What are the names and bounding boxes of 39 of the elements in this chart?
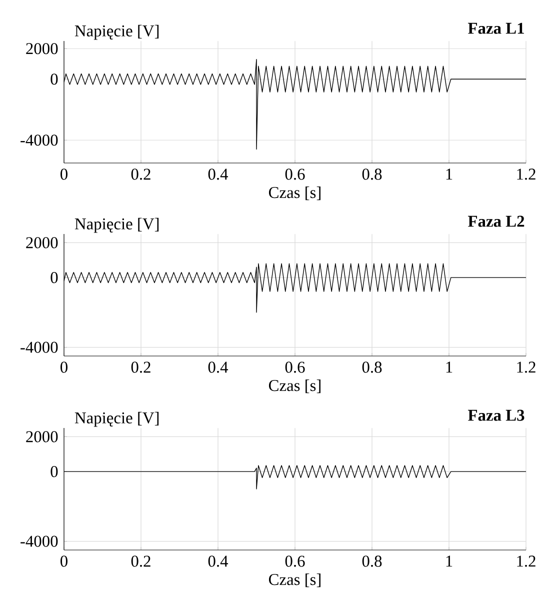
x-tick-label: 0 bbox=[60, 168, 68, 180]
x-tick-label: 0.8 bbox=[362, 362, 382, 373]
x-tick-label: 0 bbox=[60, 362, 68, 373]
y-axis-title: Napięcie [V] bbox=[74, 412, 159, 427]
y-tick-label: 2000 bbox=[26, 431, 58, 442]
x-tick-label: 1.2 bbox=[517, 362, 536, 373]
x-tick-label: 0.4 bbox=[208, 362, 228, 373]
x-tick-label: 0.8 bbox=[362, 556, 382, 567]
chart-title: Faza L3 bbox=[468, 410, 524, 421]
x-tick-label: 0.4 bbox=[208, 168, 228, 180]
y-tick-label: -4000 bbox=[20, 134, 58, 146]
x-tick-label: 0.2 bbox=[131, 168, 150, 180]
x-axis-title: Czas [s] bbox=[268, 380, 320, 394]
x-axis-title: Czas [s] bbox=[268, 186, 320, 200]
x-axis-title: Czas [s] bbox=[268, 574, 320, 588]
y-tick-label: 0 bbox=[50, 466, 58, 478]
x-tick-label: 1 bbox=[446, 556, 452, 567]
x-tick-label: 1 bbox=[446, 168, 452, 180]
y-tick-label: 2000 bbox=[26, 43, 58, 54]
y-tick-label: 2000 bbox=[26, 237, 58, 248]
y-axis-title: Napięcie [V] bbox=[74, 24, 159, 40]
x-tick-label: 0.6 bbox=[285, 362, 305, 373]
x-tick-label: 0.8 bbox=[362, 168, 382, 180]
y-axis-title: Napięcie [V] bbox=[74, 218, 159, 233]
y-tick-label: -4000 bbox=[20, 536, 58, 547]
x-tick-label: 0.2 bbox=[131, 362, 150, 373]
x-tick-label: 0.2 bbox=[131, 556, 150, 567]
x-tick-label: 1 bbox=[446, 362, 452, 373]
y-tick-label: 0 bbox=[50, 74, 58, 85]
x-tick-label: 1.2 bbox=[517, 168, 536, 180]
chart-title: Faza L1 bbox=[468, 22, 524, 34]
x-tick-label: 0.6 bbox=[285, 556, 305, 567]
x-tick-label: 1.2 bbox=[517, 556, 536, 567]
x-tick-label: 0 bbox=[60, 556, 68, 567]
y-tick-label: -4000 bbox=[20, 342, 58, 353]
x-tick-label: 0.6 bbox=[285, 168, 305, 180]
y-tick-label: 0 bbox=[50, 272, 58, 284]
x-tick-label: 0.4 bbox=[208, 556, 228, 567]
chart-title: Faza L2 bbox=[468, 216, 524, 227]
